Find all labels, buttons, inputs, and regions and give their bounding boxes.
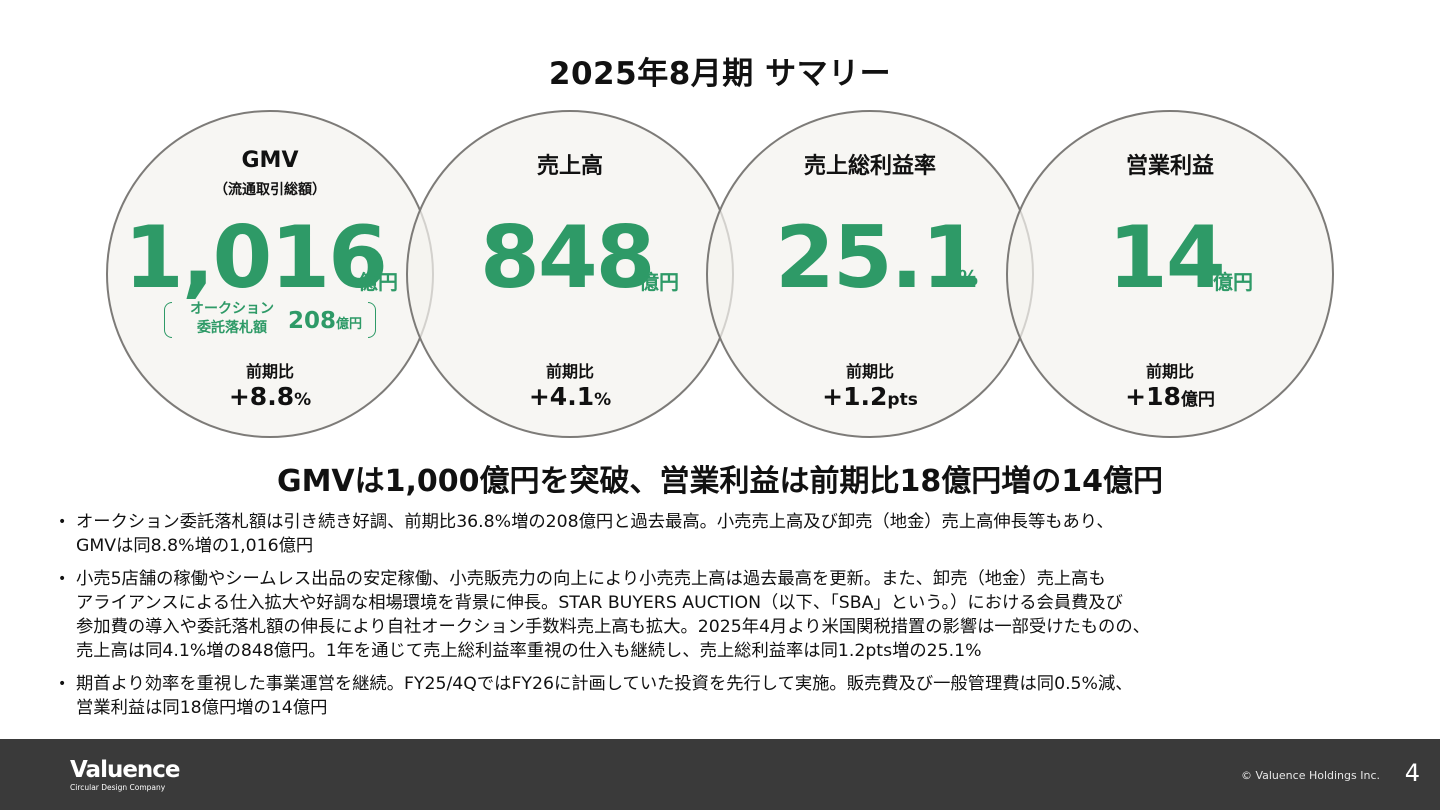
kpi-value-operating-profit: 14 xyxy=(1108,208,1226,308)
auction-callout: オークション 委託落札額 208億円 xyxy=(164,300,376,340)
yoy-unit-gross-margin: pts xyxy=(887,390,918,410)
auction-label-line1: オークション xyxy=(190,301,274,317)
logo-tagline: Circular Design Company xyxy=(70,783,166,792)
page-title: 2025年8月期 サマリー xyxy=(548,56,892,92)
yoy-unit-gmv: % xyxy=(294,390,312,410)
kpi-value-sales: 848 xyxy=(480,208,656,308)
yoy-label-operating-profit: 前期比 xyxy=(1145,362,1194,381)
kpi-label-gmv: GMV xyxy=(241,148,299,173)
summary-bullets: オークション委託落札額は引き続き好調、前期比36.8%増の208億円と過去最高。… xyxy=(58,510,1398,729)
yoy-value-operating-profit: +18 xyxy=(1125,382,1181,411)
yoy-gmv: +8.8% xyxy=(120,382,420,411)
auction-number: 208 xyxy=(288,308,337,334)
page-number: 4 xyxy=(1404,759,1420,787)
headline: GMVは1,000億円を突破、営業利益は前期比18億円増の14億円 xyxy=(276,464,1164,499)
yoy-label-gmv: 前期比 xyxy=(245,362,294,381)
kpi-circle-operating-profit xyxy=(1006,110,1334,438)
kpi-unit-operating-profit: 億円 xyxy=(1213,270,1253,294)
auction-unit: 億円 xyxy=(336,317,363,332)
yoy-sales: +4.1% xyxy=(420,382,720,411)
copyright: © Valuence Holdings Inc. xyxy=(1240,769,1380,782)
kpi-label-sales: 売上高 xyxy=(536,154,603,179)
yoy-unit-operating-profit: 億円 xyxy=(1180,390,1215,410)
yoy-operating-profit: +18億円 xyxy=(1020,382,1320,411)
footer: Valuence Circular Design Company © Value… xyxy=(0,739,1440,810)
bullet-item: 小売5店舗の稼働やシームレス出品の安定稼働、小売販売力の向上により小売売上高は過… xyxy=(58,567,1398,663)
company-logo: Valuence Circular Design Company xyxy=(70,757,181,793)
yoy-label-sales: 前期比 xyxy=(545,362,594,381)
yoy-unit-sales: % xyxy=(594,390,612,410)
kpi-circle-gmv xyxy=(106,110,434,438)
logo-wordmark: Valuence xyxy=(70,757,181,783)
kpi-circles: GMV （流通取引総額） 1,016 億円 オークション 委託落札額 208億円… xyxy=(106,110,1334,438)
kpi-label-operating-profit: 営業利益 xyxy=(1125,154,1214,179)
kpi-value-gmv: 1,016 xyxy=(124,208,388,308)
bracket-left xyxy=(164,302,172,338)
auction-label: オークション 委託落札額 xyxy=(176,300,288,338)
kpi-unit-gross-margin: % xyxy=(958,266,979,290)
bracket-right xyxy=(368,302,376,338)
auction-label-line2: 委託落札額 xyxy=(197,320,267,336)
yoy-value-sales: +4.1 xyxy=(528,382,595,411)
kpi-unit-gmv: 億円 xyxy=(358,270,398,294)
auction-value: 208億円 xyxy=(288,308,362,334)
kpi-unit-sales: 億円 xyxy=(639,270,679,294)
yoy-label-gross-margin: 前期比 xyxy=(845,362,894,381)
kpi-sublabel-gmv: （流通取引総額） xyxy=(214,182,326,198)
yoy-value-gmv: +8.8 xyxy=(228,382,295,411)
bullet-item: オークション委託落札額は引き続き好調、前期比36.8%増の208億円と過去最高。… xyxy=(58,510,1398,558)
kpi-circle-sales xyxy=(406,110,734,438)
kpi-circle-gross-margin xyxy=(706,110,1034,438)
kpi-value-gross-margin: 25.1 xyxy=(775,208,981,308)
yoy-value-gross-margin: +1.2 xyxy=(822,382,888,411)
bullet-item: 期首より効率を重視した事業運営を継続。FY25/4QではFY26に計画していた投… xyxy=(58,672,1398,720)
yoy-gross-margin: +1.2pts xyxy=(720,382,1020,411)
kpi-label-gross-margin: 売上総利益率 xyxy=(803,154,936,179)
